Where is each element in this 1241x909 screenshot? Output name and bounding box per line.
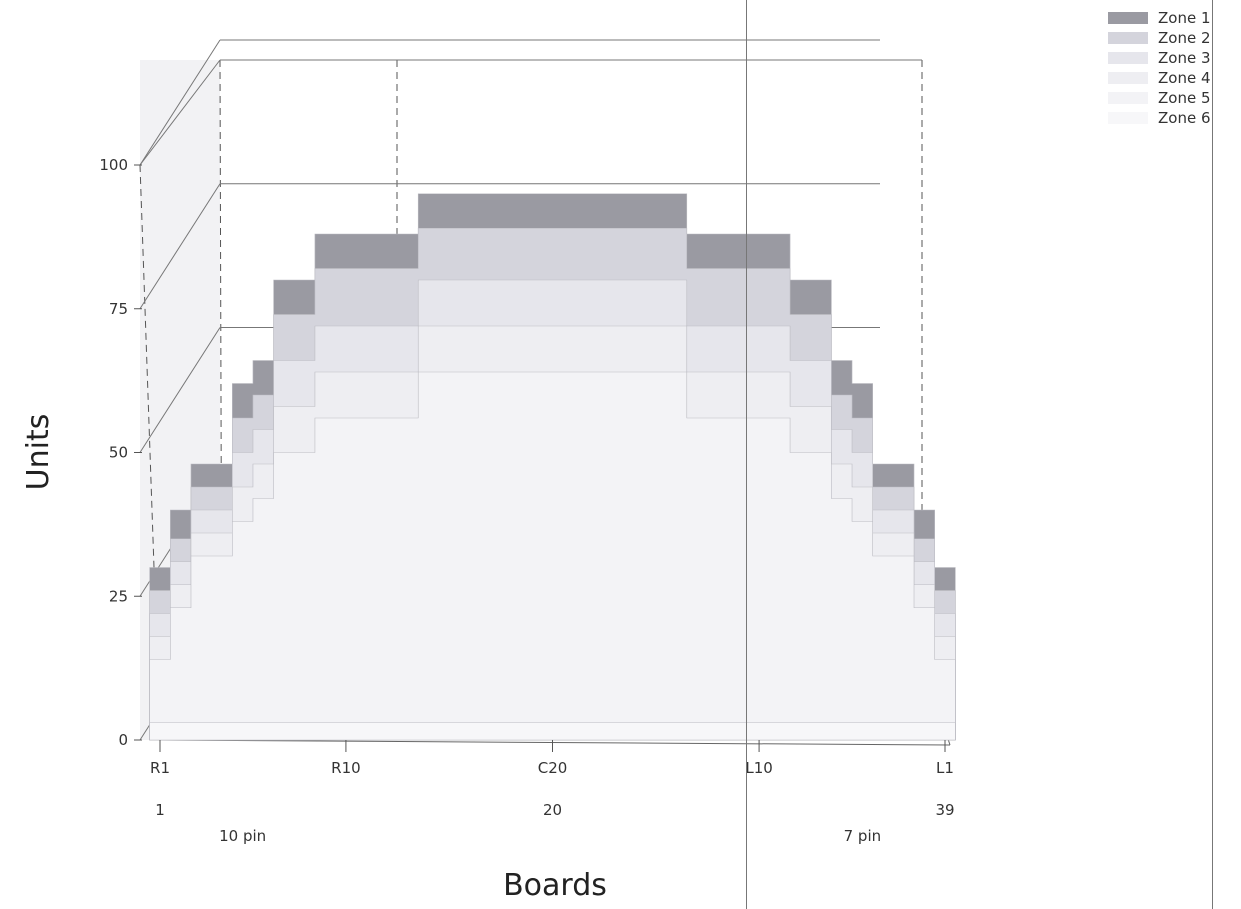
y-axis: 0 25 50 75 100 — [99, 156, 142, 749]
x-tick-label: L10 — [745, 759, 772, 777]
legend-item: Zone 4 — [1108, 68, 1211, 88]
pin-annotation: 10 pin — [219, 827, 266, 845]
area-series — [149, 193, 956, 741]
legend-swatch — [1108, 72, 1148, 84]
legend-swatch — [1108, 52, 1148, 64]
x-tick-label: R10 — [331, 759, 361, 777]
legend: Zone 1 Zone 2 Zone 3 Zone 4 Zone 5 Zone 6 — [1108, 8, 1211, 128]
legend-item: Zone 6 — [1108, 108, 1211, 128]
y-tick-label: 75 — [109, 300, 128, 318]
x-tick-label: L1 — [936, 759, 954, 777]
x-number-label: 1 — [155, 801, 165, 819]
legend-item: Zone 3 — [1108, 48, 1211, 68]
legend-label: Zone 3 — [1158, 49, 1211, 67]
legend-swatch — [1108, 92, 1148, 104]
y-axis-title: Units — [21, 414, 56, 491]
legend-swatch — [1108, 12, 1148, 24]
legend-label: Zone 2 — [1158, 29, 1211, 47]
legend-item: Zone 5 — [1108, 88, 1211, 108]
legend-swatch — [1108, 32, 1148, 44]
y-tick-label: 0 — [118, 731, 128, 749]
legend-item: Zone 2 — [1108, 28, 1211, 48]
area-zone-6 — [149, 722, 956, 741]
legend-label: Zone 5 — [1158, 89, 1211, 107]
x-axis-title: Boards — [503, 868, 607, 903]
y-tick-label: 25 — [109, 587, 128, 605]
divider-line — [746, 0, 747, 909]
divider-line — [1212, 0, 1213, 909]
legend-label: Zone 4 — [1158, 69, 1211, 87]
x-axis: R1 R10 C20 L10 L1 1 20 39 10 pin 7 pin — [150, 740, 955, 845]
y-tick-label: 100 — [99, 156, 128, 174]
x-tick-label: C20 — [538, 759, 568, 777]
legend-item: Zone 1 — [1108, 8, 1211, 28]
x-number-label: 39 — [935, 801, 954, 819]
legend-label: Zone 6 — [1158, 109, 1211, 127]
x-tick-label: R1 — [150, 759, 170, 777]
pin-annotation: 7 pin — [844, 827, 882, 845]
x-number-label: 20 — [543, 801, 562, 819]
y-tick-label: 50 — [109, 444, 128, 462]
legend-swatch — [1108, 112, 1148, 124]
area-zone-5 — [149, 371, 956, 741]
legend-label: Zone 1 — [1158, 9, 1211, 27]
